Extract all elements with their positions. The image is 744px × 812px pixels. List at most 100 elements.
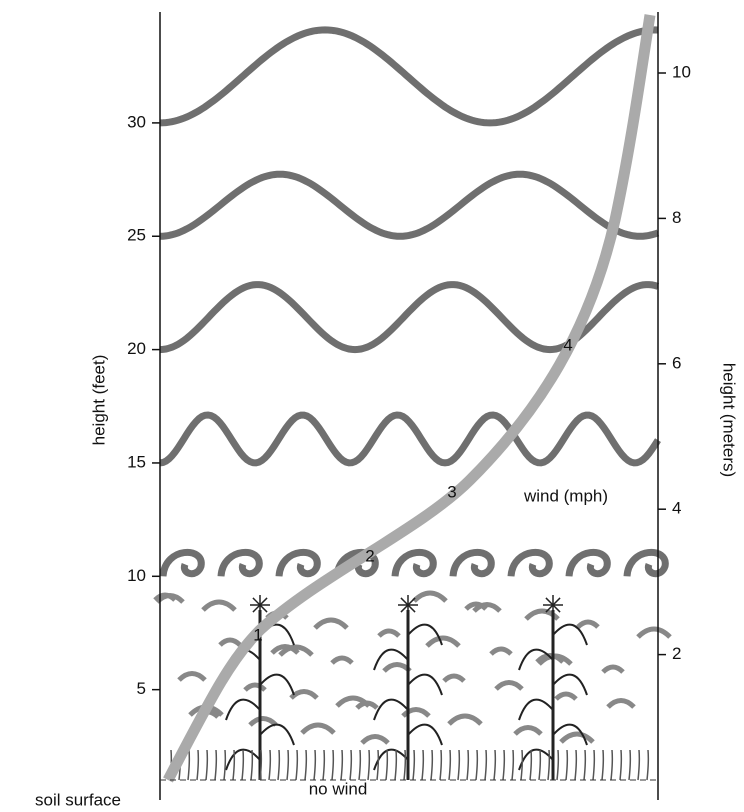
grass [601,749,605,781]
wind-curl [217,549,263,578]
eddy-arrow [447,713,483,726]
grass [376,749,380,781]
corn-leaf [407,623,443,646]
eddy-arrow [601,664,625,674]
grass [484,749,488,781]
grass [241,749,245,781]
grass [394,749,398,781]
grass [340,749,344,781]
eddy-arrow [554,691,578,701]
no-wind-label: no wind [309,779,368,798]
right-tick-label: 2 [672,644,681,663]
grass [214,749,218,781]
grass [475,749,479,781]
right-tick-label: 10 [672,62,691,81]
grass [511,749,515,781]
grass [412,749,416,781]
grass [367,749,371,781]
corn-leaf [373,648,409,671]
wind-wave [159,26,659,127]
eddy-arrow [442,673,466,683]
eddy-arrow [636,626,672,639]
corn-leaf [552,723,588,746]
eddy-arrow [201,599,237,612]
grass [556,749,560,781]
eddy-arrow [513,725,543,736]
eddy-arrow [606,698,636,709]
corn-leaf [407,723,443,746]
grass [313,749,317,781]
curve-label: 4 [563,335,572,354]
corn-tassel [252,597,261,606]
grass [637,749,641,781]
grass [385,749,389,781]
corn-leaf [225,698,261,721]
corn-tassel [545,604,554,613]
grass [295,749,299,781]
grass [538,749,542,781]
grass [205,749,209,781]
grass [619,749,623,781]
grass [592,749,596,781]
wind-wave [159,170,660,240]
left-tick-label: 5 [137,679,146,698]
left-tick-label: 25 [127,226,146,245]
corn-leaf [552,673,588,696]
eddy-arrow [155,593,185,604]
grass [259,749,263,781]
corn-leaf [373,748,409,771]
wind-wave [159,411,661,467]
grass [493,749,497,781]
right-tick-label: 8 [672,208,681,227]
eddy-arrow [576,619,600,629]
eddy-arrow [278,644,314,657]
illustration [153,14,672,783]
grass [628,749,632,781]
grass [277,749,281,781]
corn-tassel [552,604,561,613]
grass [331,749,335,781]
eddy-arrow [524,608,560,621]
grass [349,749,353,781]
wind-curl [159,549,205,578]
corn-tassel [407,597,416,606]
grass [232,749,236,781]
grass [430,749,434,781]
wind-curl [275,549,321,578]
right-tick-label: 4 [672,499,681,518]
grass [286,749,290,781]
grass [646,749,650,781]
wind-curl [623,549,669,578]
eddy-arrow [248,716,278,727]
right-tick-label: 6 [672,353,681,372]
corn-leaf [373,698,409,721]
left-axis-label: height (feet) [89,355,108,446]
grass [610,749,614,781]
grass [457,749,461,781]
curve-label: 3 [447,482,456,501]
wind-curl [333,549,379,578]
corn-leaf [518,648,554,671]
wind-curl [391,549,437,578]
corn-tassel [545,597,554,606]
corn-leaf [225,748,261,771]
grass [403,749,407,781]
curve-label: 2 [365,546,374,565]
grass [502,749,506,781]
corn-leaf [552,623,588,646]
eddy-arrow [218,637,242,647]
corn-tassel [552,597,561,606]
eddy-arrow [425,635,461,648]
eddy-arrow [537,653,573,666]
corn-tassel [400,597,409,606]
corn-leaf [259,723,295,746]
wind-curl [507,549,553,578]
corn-tassel [407,604,416,613]
eddy-arrow [289,689,319,700]
grass [196,749,200,781]
grass [223,749,227,781]
corn-tassel [252,604,261,613]
eddy-arrow [355,700,379,710]
